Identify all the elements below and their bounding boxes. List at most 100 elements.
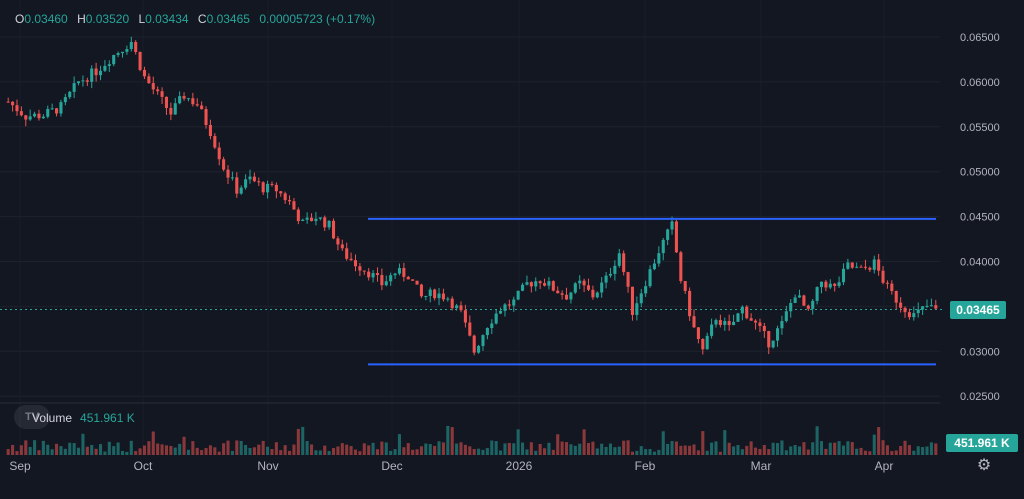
volume-bar: [450, 427, 454, 455]
candle-body: [617, 253, 621, 266]
volume-bar: [433, 445, 437, 455]
candle-body: [929, 305, 933, 307]
volume-bar: [336, 446, 340, 455]
current-price-badge: 0.03465: [950, 301, 1006, 319]
tradingview-logo-icon[interactable]: TV: [14, 405, 50, 429]
volume-bar: [393, 449, 397, 455]
volume-bar: [380, 441, 384, 455]
volume-bar: [68, 442, 72, 455]
volume-bar: [305, 441, 309, 455]
volume-bar: [639, 446, 643, 455]
candle-body: [683, 281, 687, 291]
candle-body: [622, 253, 626, 273]
candle-body: [222, 159, 226, 170]
volume-bar: [367, 445, 371, 455]
candle-body: [274, 184, 278, 192]
volume-bar: [178, 443, 182, 455]
volume-bar: [353, 449, 358, 455]
candle-body: [591, 289, 595, 298]
volume-bar: [758, 448, 762, 455]
volume-bar: [885, 445, 889, 455]
volume-bar: [55, 443, 59, 455]
volume-bar: [345, 444, 349, 455]
volume-bar: [793, 445, 797, 455]
volume-bar: [740, 449, 744, 455]
candle-body: [727, 321, 731, 326]
candle-body: [384, 281, 388, 286]
time-axis: Sep Oct Nov Dec 2026 Feb Mar Apr: [9, 459, 893, 473]
volume-bar: [525, 449, 529, 455]
volume-bar: [463, 444, 467, 455]
gear-icon[interactable]: ⚙: [976, 457, 992, 474]
volume-bar: [323, 445, 327, 455]
candle-body: [613, 265, 617, 274]
candle-body: [595, 292, 599, 298]
candle-body: [257, 181, 261, 183]
volume-bar: [780, 440, 784, 455]
candle-body: [28, 116, 32, 120]
candle-body: [815, 287, 819, 301]
volume-bar: [244, 444, 248, 455]
candle-body: [705, 335, 709, 350]
volume-bar: [929, 442, 933, 455]
candle-body: [630, 286, 635, 315]
candle-body: [389, 275, 393, 282]
candle-body: [780, 321, 784, 329]
candle-body: [397, 268, 402, 274]
volume-bar: [301, 426, 305, 455]
candle-body: [459, 305, 463, 311]
volume-bar: [129, 440, 133, 455]
candle-body: [485, 328, 489, 336]
volume-bar: [257, 444, 261, 455]
volume-bar: [556, 434, 560, 455]
volume-bar: [138, 448, 142, 455]
candle-body: [217, 147, 221, 160]
candle-body: [819, 281, 824, 288]
volume-bar: [384, 442, 388, 455]
candle-body: [850, 262, 854, 268]
candle-body: [327, 220, 331, 228]
volume-bar: [538, 443, 542, 455]
candle-body: [406, 276, 410, 280]
candle-body: [6, 101, 10, 103]
candle-body: [204, 109, 208, 125]
candle-body: [925, 305, 929, 307]
volume-bar: [754, 447, 758, 455]
candle-body: [573, 283, 577, 293]
low-key: L: [138, 12, 146, 26]
volume-bar: [868, 451, 872, 455]
volume-bar: [349, 446, 353, 455]
volume-bar: [411, 449, 415, 455]
candle-body: [912, 313, 916, 318]
volume-bar: [696, 450, 700, 455]
volume-bar: [107, 441, 111, 455]
candle-body: [353, 260, 358, 267]
volume-bar: [608, 443, 613, 455]
candle-body: [745, 306, 749, 319]
candle-body: [784, 311, 788, 322]
candle-body: [644, 286, 648, 294]
candle-body: [94, 68, 98, 76]
candle-body: [714, 320, 718, 325]
volume-bar: [622, 440, 626, 455]
volume-bar: [705, 450, 709, 455]
candle-body: [213, 136, 217, 148]
volume-bar: [270, 449, 274, 455]
volume-bar: [151, 431, 155, 455]
volume-bar: [327, 451, 331, 455]
candle-body: [134, 42, 138, 52]
volume-bar: [239, 440, 243, 455]
candle-body: [534, 281, 538, 287]
high-key: H: [77, 12, 86, 26]
candle-body: [200, 105, 204, 110]
volume-bar: [37, 450, 41, 455]
volume-bar: [46, 444, 50, 455]
candle-body: [516, 290, 520, 300]
volume-bar: [850, 442, 854, 455]
volume-bar: [560, 441, 564, 455]
volume-bar: [112, 446, 116, 455]
volume-bar: [925, 446, 929, 455]
volume-bar: [50, 449, 54, 455]
volume-legend: Volume 451.961 K: [32, 411, 135, 425]
